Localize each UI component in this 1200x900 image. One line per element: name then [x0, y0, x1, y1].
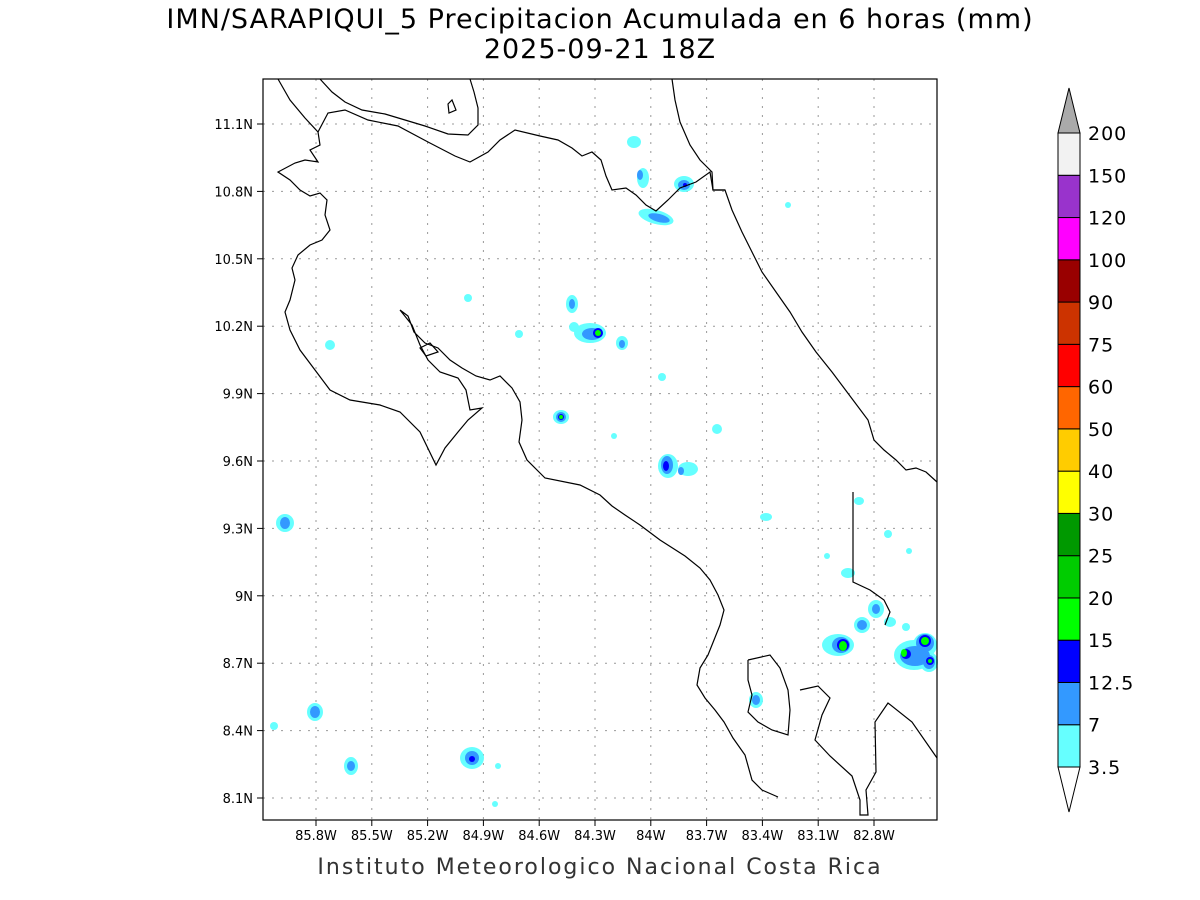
lat-tick-label: 8.4N [223, 725, 253, 740]
lat-tick-label: 10.2N [214, 320, 253, 335]
colorbar-swatch [1057, 428, 1081, 472]
map-frame [262, 78, 938, 821]
colorbar-label: 7 [1088, 715, 1101, 737]
lon-tick-label: 85.5W [351, 829, 393, 844]
colorbar-label: 90 [1088, 292, 1114, 314]
colorbar-label: 100 [1088, 250, 1127, 272]
colorbar-label: 200 [1088, 123, 1127, 145]
colorbar-label: 150 [1088, 165, 1127, 187]
colorbar-swatch [1057, 132, 1081, 176]
lat-tick-label: 9N [235, 590, 253, 605]
colorbar-swatch [1057, 174, 1081, 219]
precip-areas [270, 136, 938, 807]
colorbar-swatch [1057, 597, 1081, 641]
colorbar-label: 40 [1088, 461, 1114, 483]
lon-tick-label: 84W [636, 829, 666, 844]
lon-tick-label: 85.8W [295, 829, 337, 844]
colorbar-label: 12.5 [1088, 672, 1134, 694]
colorbar-label: 50 [1088, 419, 1114, 441]
lon-tick-label: 83.7W [686, 829, 728, 844]
colorbar-swatch [1057, 639, 1081, 683]
colorbar-label: 20 [1088, 588, 1114, 610]
lon-tick-label: 83.4W [741, 829, 783, 844]
lon-tick-label: 83.1W [797, 829, 839, 844]
map-title: IMN/SARAPIQUI_5 Precipitacion Acumulada … [166, 4, 1034, 35]
lat-tick-label: 11.1N [214, 118, 253, 133]
colorbar-label: 30 [1088, 503, 1114, 525]
lon-tick-label: 85.2W [407, 829, 449, 844]
lat-tick-label: 10.8N [214, 185, 253, 200]
colorbar-swatch [1057, 681, 1081, 726]
colorbar-swatch [1057, 724, 1081, 768]
colorbar-swatch [1057, 217, 1081, 261]
colorbar-label: 3.5 [1088, 757, 1121, 779]
colorbar-label: 60 [1088, 377, 1114, 399]
coastlines-borders [276, 78, 938, 816]
lat-tick-label: 10.5N [214, 253, 253, 268]
colorbar-swatch [1057, 555, 1081, 599]
lat-tick-label: 8.7N [223, 657, 253, 672]
lon-tick-label: 84.6W [518, 829, 560, 844]
axis-ticks: 85.8W 85.5W 85.2W 84.9W 84.6W 84.3W 84W 83.7W 83… [214, 118, 895, 844]
colorbar-under-arrow [1057, 766, 1081, 813]
colorbar-swatch [1057, 343, 1081, 388]
lon-tick-label: 84.9W [462, 829, 504, 844]
colorbar-swatch [1057, 470, 1081, 514]
colorbar-legend: 3.5 7 12.5 15 20 25 30 40 50 60 75 90 100 120 150 200 [1057, 87, 1134, 813]
lat-tick-label: 9.3N [223, 522, 253, 537]
colorbar-swatch [1057, 301, 1081, 345]
colorbar-label: 75 [1088, 334, 1114, 356]
map-valid-time: 2025-09-21 18Z [483, 34, 717, 65]
colorbar-swatch [1057, 259, 1081, 303]
colorbar-swatch [1057, 512, 1081, 557]
colorbar-swatch [1057, 386, 1081, 430]
lon-tick-label: 84.3W [574, 829, 616, 844]
colorbar-label: 25 [1088, 546, 1114, 568]
lat-tick-label: 9.9N [223, 388, 253, 403]
footer-credit: Instituto Meteorologico Nacional Costa R… [317, 855, 883, 880]
colorbar-label: 15 [1088, 630, 1114, 652]
colorbar-label: 120 [1088, 208, 1127, 230]
colorbar-over-arrow [1057, 87, 1081, 134]
lat-tick-label: 8.1N [223, 792, 253, 807]
lon-tick-label: 82.8W [853, 829, 895, 844]
graticule [263, 79, 937, 820]
lat-tick-label: 9.6N [223, 455, 253, 470]
